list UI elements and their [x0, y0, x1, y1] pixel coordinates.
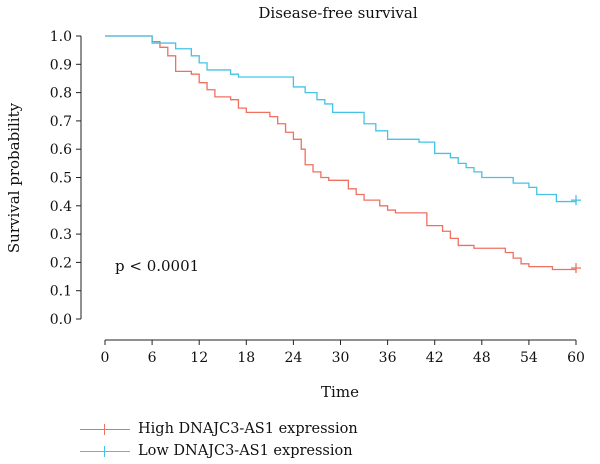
y-tick-label: 0.3 — [50, 227, 72, 243]
y-tick-label: 0.6 — [50, 142, 72, 158]
y-tick-label: 0.0 — [50, 312, 72, 328]
legend-item-low: Low DNAJC3-AS1 expression — [80, 440, 480, 462]
legend-swatch-low — [80, 444, 130, 458]
legend-swatch-high — [80, 422, 130, 436]
y-tick-label: 0.8 — [50, 86, 72, 102]
x-axis-label: Time — [321, 383, 359, 401]
x-tick-label: 6 — [148, 350, 157, 366]
censor-mark-high — [571, 263, 581, 274]
axes: 0.0 0.1 0.2 0.3 0.4 0.5 0.6 0.7 0.8 0.9 1.0 0 6 12 18 2… — [50, 29, 585, 366]
x-tick-label: 48 — [473, 350, 491, 366]
legend: High DNAJC3-AS1 expression Low DNAJC3-AS… — [80, 418, 480, 462]
y-tick-label: 1.0 — [50, 29, 72, 45]
legend-label-high: High DNAJC3-AS1 expression — [138, 421, 358, 437]
legend-item-high: High DNAJC3-AS1 expression — [80, 418, 480, 440]
x-tick-label: 36 — [379, 350, 397, 366]
x-tick-label: 60 — [567, 350, 585, 366]
survival-curve-high — [105, 35, 577, 271]
y-tick-label: 0.2 — [50, 255, 72, 271]
p-value-annotation: p < 0.0001 — [115, 257, 199, 275]
y-axis-label: Survival probability — [5, 102, 23, 253]
x-tick-label: 30 — [332, 350, 350, 366]
legend-label-low: Low DNAJC3-AS1 expression — [138, 443, 353, 459]
y-tick-label: 0.4 — [50, 199, 72, 215]
x-tick-label: 12 — [190, 350, 208, 366]
censor-mark-low — [571, 195, 581, 206]
x-tick-label: 24 — [284, 350, 302, 366]
chart-title: Disease-free survival — [258, 4, 417, 22]
series-layer — [105, 35, 581, 274]
x-tick-label: 18 — [237, 350, 255, 366]
survival-curve-low — [105, 35, 577, 203]
x-tick-label: 54 — [520, 350, 538, 366]
x-tick-label: 0 — [101, 350, 110, 366]
x-tick-label: 42 — [426, 350, 444, 366]
y-tick-label: 0.1 — [50, 284, 72, 300]
y-tick-label: 0.9 — [50, 57, 72, 73]
y-tick-label: 0.7 — [50, 114, 72, 130]
y-tick-label: 0.5 — [50, 171, 72, 187]
